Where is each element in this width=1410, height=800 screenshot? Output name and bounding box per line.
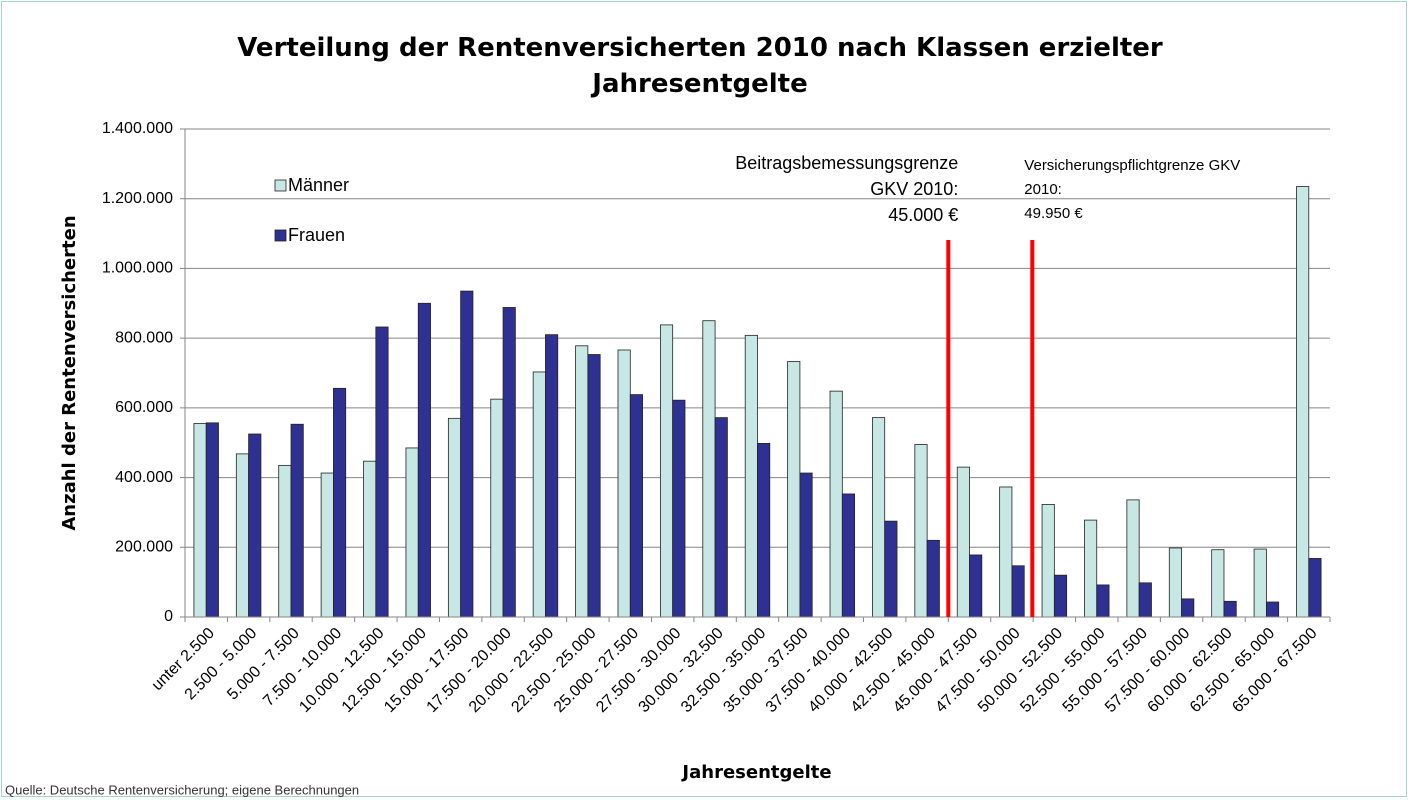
legend-label: Frauen [288,225,345,245]
bar [1096,584,1110,618]
bar [460,290,474,618]
bar [999,486,1013,618]
bar [333,387,347,618]
y-tick-label: 1.200.000 [102,190,173,207]
y-axis-title: Anzahl der Rentenversicherten [59,215,80,530]
bar [545,334,559,618]
bar [1011,565,1025,618]
bar [1084,519,1098,618]
bar [1126,499,1140,618]
source-note: Quelle: Deutsche Rentenversicherung; eig… [5,782,359,797]
bar [1181,598,1195,618]
bar [1253,548,1267,618]
bar [914,444,928,618]
reference-label: Beitragsbemessungsgrenze [735,153,958,173]
bar [884,520,898,618]
bar [787,361,801,618]
bar [956,466,970,618]
bar [659,324,674,618]
bar [744,334,758,618]
bar [1041,504,1055,618]
bar [587,354,601,618]
bar [1168,547,1182,618]
bar [714,417,728,618]
bar [1265,601,1280,618]
bar [320,472,334,618]
y-tick-label: 1.400.000 [102,120,173,137]
bar [1053,574,1068,618]
reference-label: 49.950 € [1024,205,1083,222]
legend-label: Männer [288,175,349,195]
y-tick-label: 0 [164,608,173,625]
bar [532,371,546,618]
legend-swatch [274,229,287,242]
bar [502,307,516,618]
y-tick-label: 1.000.000 [102,260,173,277]
bar [757,443,771,618]
bar [617,349,631,618]
bar [672,399,686,618]
bar [872,417,886,618]
bar [248,433,262,618]
reference-label: GKV 2010: [870,179,958,199]
y-tick-label: 800.000 [115,329,173,346]
bar [290,423,304,618]
bar [575,345,589,618]
bar [1223,600,1237,618]
bar [1308,558,1322,618]
bar [926,539,940,618]
bar [829,390,843,618]
reference-label: Versicherungspflichtgrenze GKV [1024,157,1240,174]
y-tick-label: 400.000 [115,469,173,486]
legend-swatch [274,179,287,192]
bar [375,326,389,618]
bar [702,320,716,618]
bar [1211,549,1225,618]
bar [969,554,983,618]
x-axis-title: Jahresentgelte [680,762,831,783]
reference-label: 2010: [1024,181,1062,198]
y-tick-label: 600.000 [115,399,173,416]
bar [205,422,219,618]
bar [235,453,250,618]
bar [799,472,813,618]
bar [417,302,431,618]
chart-title: Verteilung der Rentenversicherten 2010 n… [237,33,1163,99]
bar [278,464,292,618]
bar [447,417,462,618]
y-tick-label: 200.000 [115,539,173,556]
bar [490,398,504,618]
bar [841,493,856,618]
reference-label: 45.000 € [888,205,958,225]
bar [629,394,643,618]
bar [363,460,377,618]
bar [405,447,419,618]
bar [1138,582,1152,618]
bar [1296,186,1310,618]
bar [193,423,207,618]
